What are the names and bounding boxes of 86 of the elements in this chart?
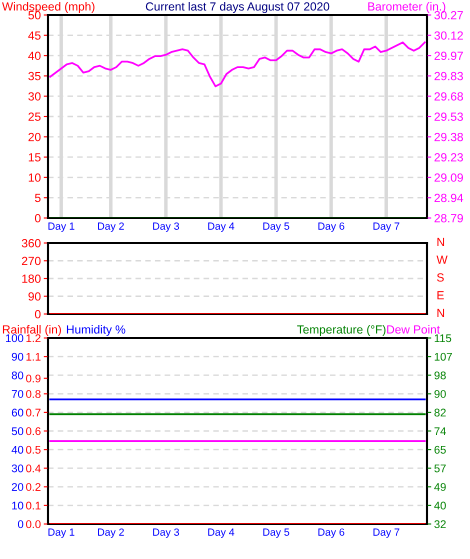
y2-axis-title: Temperature (°F) (297, 324, 386, 336)
y-tick-label: 20 (12, 483, 24, 491)
x-tick-label: Day 2 (98, 528, 124, 538)
y2-tick-label: 29.53 (434, 112, 463, 121)
y-tick-label: 0 (18, 520, 24, 528)
x-tick-label: Day 1 (48, 222, 74, 232)
y2-tick-label: 29.38 (434, 132, 463, 142)
y-axis-title: Humidity % (66, 324, 126, 336)
text: N (437, 238, 444, 246)
y3-tick-label: 0.5 (26, 446, 41, 454)
y3-tick-label: 0.1 (26, 502, 41, 510)
y2-tick-label: 32 (434, 520, 446, 528)
y3-tick-label: 0.4 (26, 464, 41, 472)
x-tick-label: Day 6 (318, 528, 344, 538)
y2-tick-label: 28.79 (434, 214, 463, 222)
y-tick-label: 40 (28, 52, 41, 60)
x-tick-label: Day 6 (318, 222, 344, 232)
y2-tick-label: 49 (434, 483, 446, 491)
y-tick-label: 180 (22, 274, 41, 283)
y2-tick-label: 115 (434, 334, 452, 342)
y-tick-label: 35 (28, 72, 41, 80)
y2-tick-label: 29.97 (434, 52, 463, 60)
y2-tick-label: 90 (434, 390, 446, 398)
y2-tick-label: 29.68 (434, 92, 463, 101)
y3-tick-label: 0.8 (26, 390, 41, 398)
y-tick-label: 0 (34, 310, 41, 318)
y-tick-label: 20 (28, 132, 41, 142)
x-tick-label: Day 5 (263, 222, 290, 232)
y3-tick-label: 1.1 (26, 352, 41, 361)
y-tick-label: 270 (22, 256, 41, 266)
y-tick-label: 25 (28, 112, 41, 121)
x-tick-label: Day 1 (48, 528, 74, 538)
y2-tick-label: 98 (434, 371, 446, 380)
x-tick-label: Day 2 (98, 222, 124, 232)
y-tick-label: 60 (12, 408, 24, 417)
text: E (437, 291, 444, 300)
x-tick-label: Day 3 (153, 222, 180, 232)
y-tick-label: 10 (12, 502, 24, 510)
y-axis-title: Windspeed (mph) (2, 2, 94, 13)
y-tick-label: 50 (28, 11, 41, 20)
y-tick-label: 90 (12, 352, 24, 361)
y-tick-label: 360 (22, 239, 41, 248)
y-tick-label: 10 (28, 173, 41, 182)
y2-tick-label: 40 (434, 502, 446, 510)
text: Dew Point (387, 324, 440, 334)
y-tick-label: 50 (12, 427, 24, 436)
y2-tick-label: 65 (434, 446, 446, 454)
y-tick-label: 45 (28, 31, 41, 40)
text: W (436, 256, 448, 264)
chart-title: Current last 7 days August 07 2020 (146, 2, 330, 14)
y2-tick-label: 57 (434, 464, 446, 472)
y2-tick-label: 29.83 (434, 72, 463, 80)
text: N (437, 308, 444, 318)
y2-tick-label: 30.27 (434, 11, 463, 20)
y2-tick-label: 28.94 (434, 194, 464, 202)
y2-tick-label: 29.23 (434, 153, 463, 162)
y-tick-label: 30 (12, 464, 24, 472)
y3-tick-label: 0.0 (26, 520, 41, 528)
y-tick-label: 40 (12, 446, 24, 454)
x-tick-label: Day 4 (208, 222, 234, 232)
y2-tick-label: 82 (434, 408, 446, 417)
y-tick-label: 5 (34, 194, 41, 202)
x-tick-label: Day 4 (208, 528, 234, 538)
y3-tick-label: 0.6 (26, 427, 41, 436)
y2-tick-label: 74 (434, 427, 446, 436)
y2-axis-title: Barometer (in.) (368, 2, 446, 13)
y-tick-label: 100 (6, 334, 24, 342)
y3-tick-label: 0.2 (26, 483, 40, 491)
y2-tick-label: 107 (434, 352, 452, 361)
y-tick-label: 90 (28, 292, 41, 301)
y-tick-label: 15 (28, 153, 41, 162)
y-tick-label: 30 (28, 92, 41, 101)
x-tick-label: Day 7 (373, 528, 400, 538)
y2-tick-label: 30.12 (434, 31, 463, 40)
y-tick-label: 0 (34, 214, 41, 222)
y-tick-label: 80 (12, 371, 24, 380)
x-tick-label: Day 7 (373, 222, 400, 232)
x-tick-label: Day 3 (153, 528, 180, 538)
text: S (437, 273, 444, 282)
y-tick-label: 70 (12, 390, 24, 398)
y3-tick-label: 0.9 (26, 374, 41, 382)
x-tick-label: Day 5 (263, 528, 290, 538)
y3-tick-label: 1.2 (26, 334, 40, 342)
y2-tick-label: 29.09 (434, 173, 463, 182)
y3-tick-label: 0.7 (26, 408, 40, 417)
line-series (49, 42, 426, 88)
